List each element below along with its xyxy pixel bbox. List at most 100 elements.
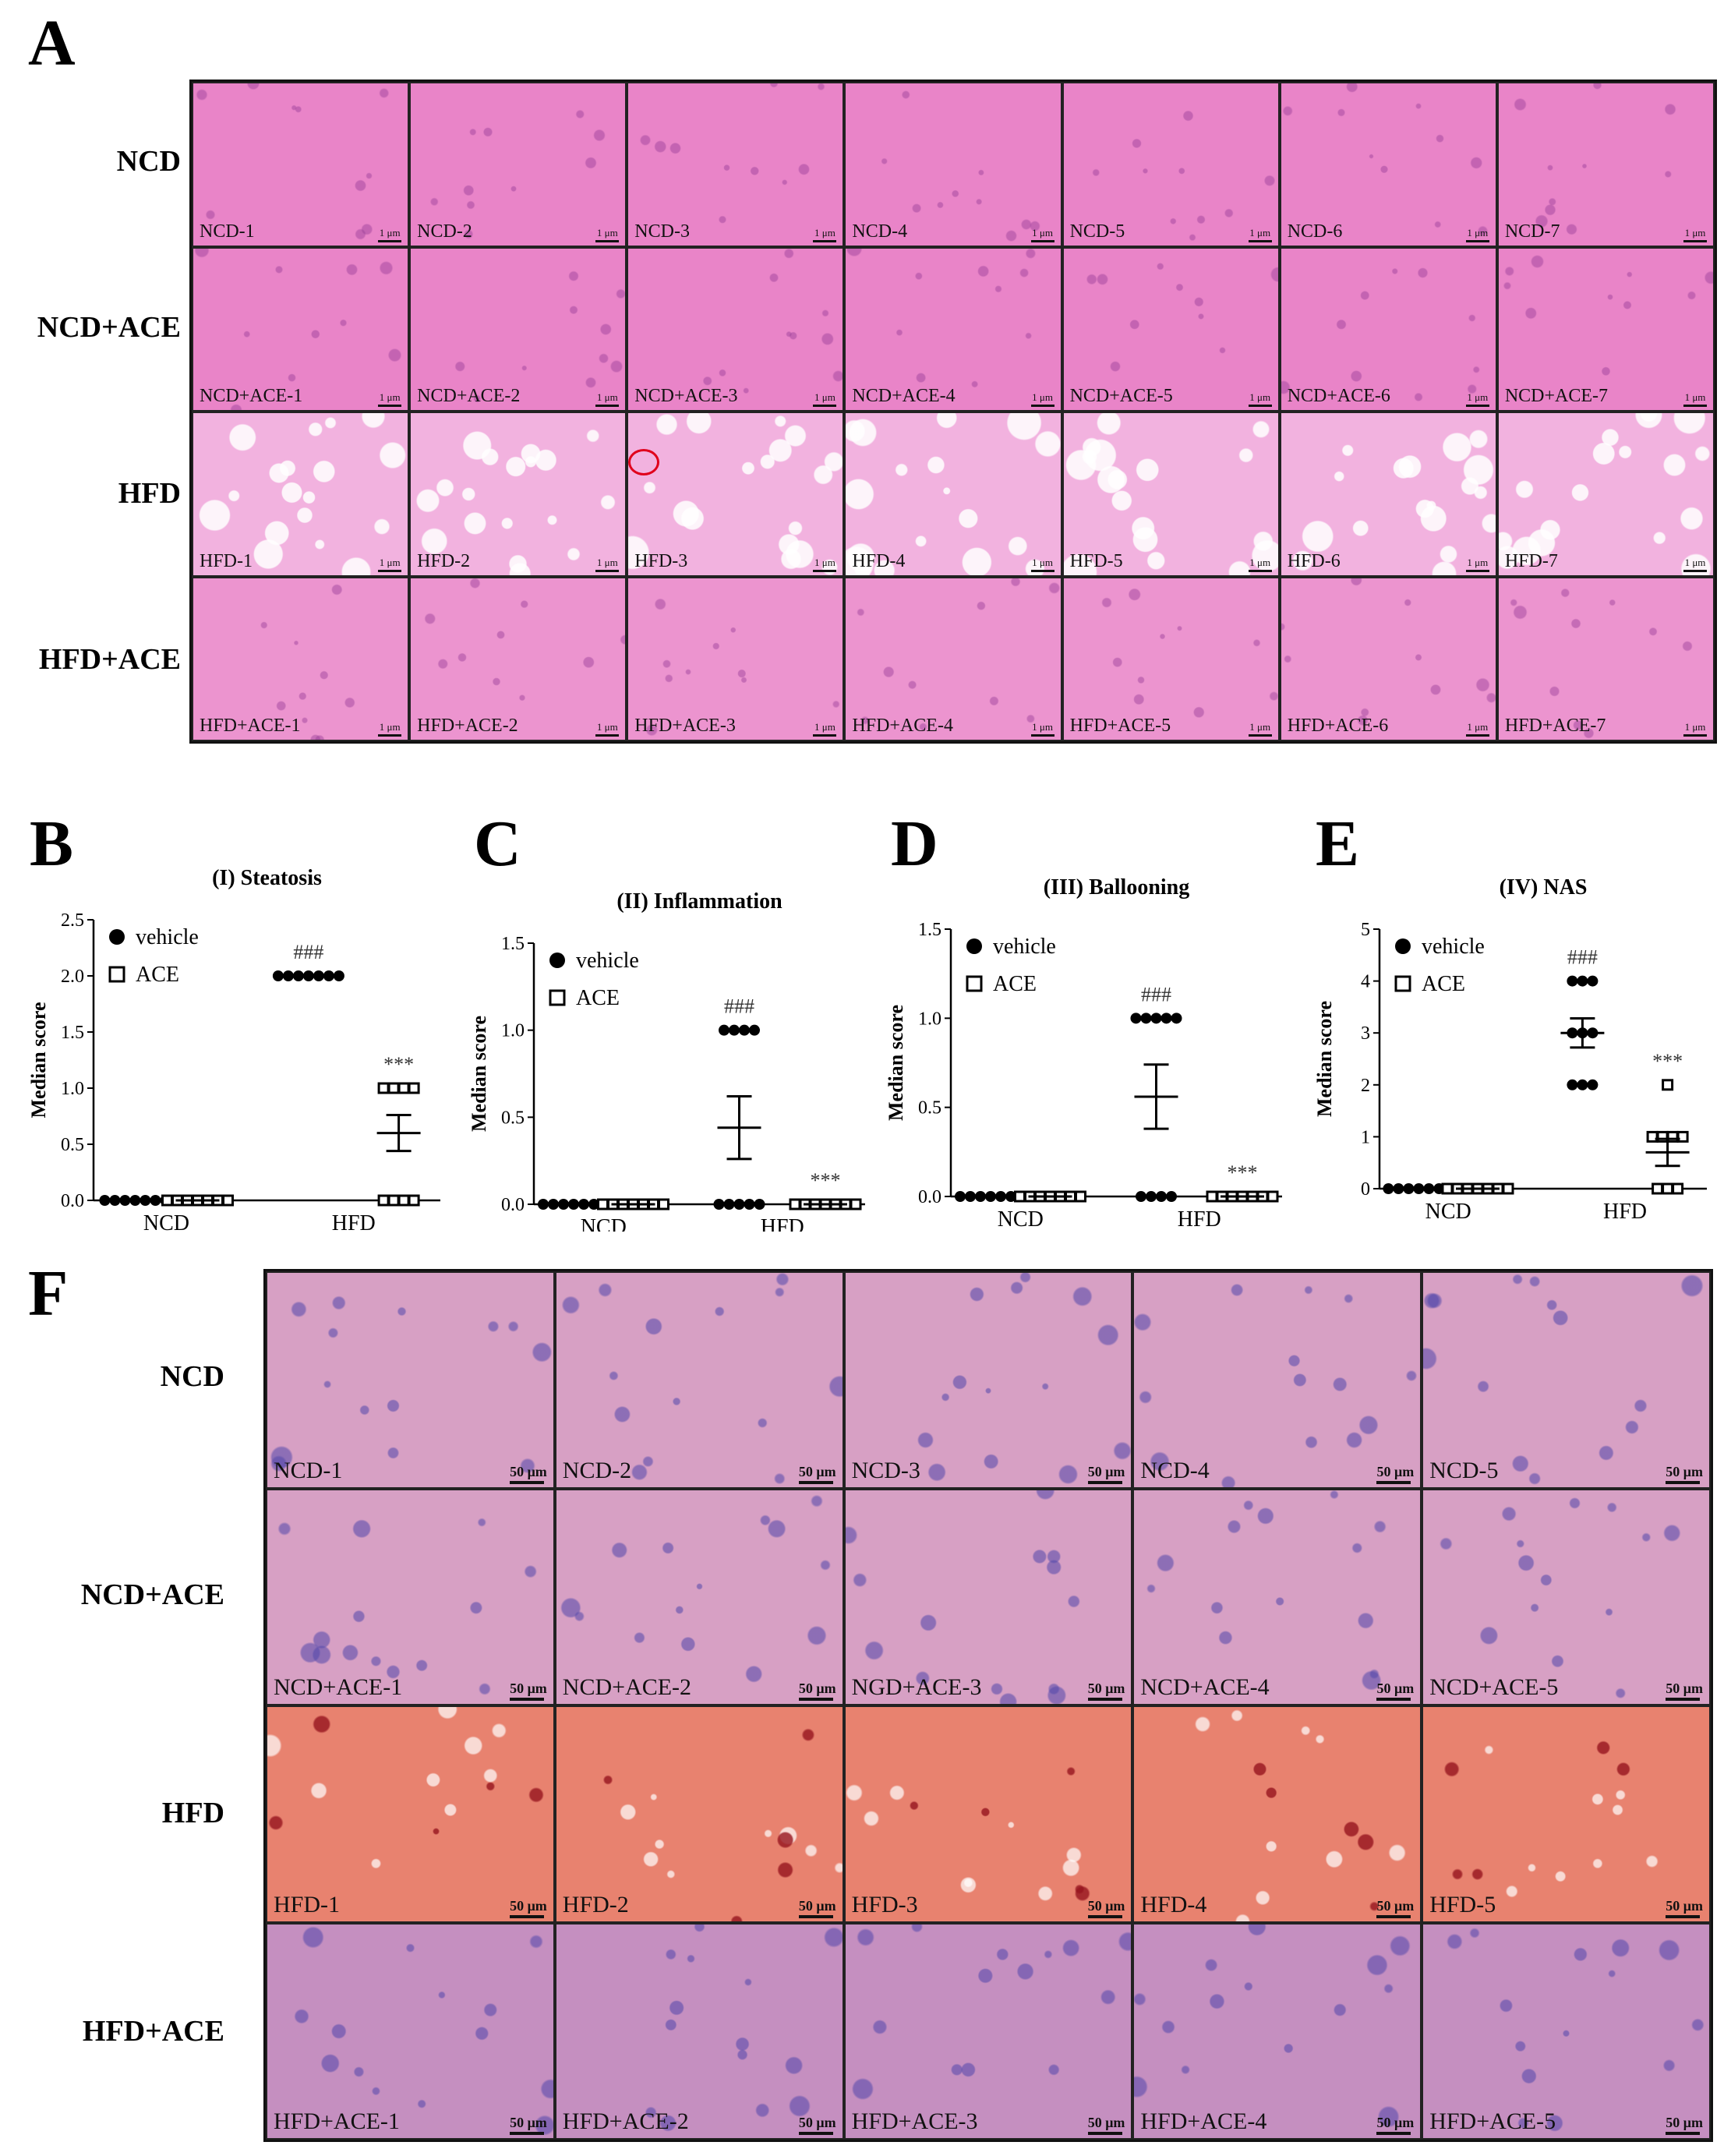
y-tick-label: 4 [1361,972,1370,992]
y-axis-label: Median score [27,1002,50,1119]
tile-caption: HFD-6 [1287,550,1341,571]
data-point-ace [377,1082,390,1094]
micrograph-tile: HFD+ACE-5 1 μm [1062,576,1280,741]
data-point-vehicle [744,1199,755,1210]
data-point-vehicle [955,1191,966,1202]
scale-bar: 1 μm [1030,721,1054,737]
legend-label: vehicle [136,925,199,949]
micrograph-tile: NCD+ACE-2 1 μm [409,246,627,412]
highlight-circle [628,449,660,475]
scale-bar: 1 μm [1030,391,1054,407]
tile-caption: HFD-1 [274,1891,341,1917]
scale-bar: 50 μm [1087,1898,1125,1918]
tile-caption: HFD-4 [852,550,906,571]
significance-label: ### [1567,946,1598,969]
x-category-label: NCD [1425,1200,1471,1224]
tile-caption: HFD-1 [200,550,253,571]
scale-bar: 50 μm [798,1681,836,1701]
data-point-vehicle [1166,1191,1177,1202]
scale-bar: 1 μm [1683,227,1707,242]
panel-f-letter: F [28,1257,69,1330]
significance-label: ### [293,941,323,963]
legend-marker-vehicle [1395,938,1411,954]
micrograph-tile: HFD+ACE-4 50 μm [1132,1922,1422,2140]
tile-caption: HFD+ACE-3 [634,716,736,736]
x-category-label: HFD [1603,1200,1647,1224]
scale-bar: 50 μm [1376,1464,1414,1484]
scale-bar: 1 μm [1248,391,1272,407]
data-point-ace [1662,1182,1674,1195]
data-point-vehicle [733,1199,745,1210]
micrograph-tile: HFD+ACE-3 50 μm [843,1922,1133,2140]
data-point-vehicle [333,970,344,981]
tile-caption: NCD-6 [1287,221,1343,242]
data-point-vehicle [1150,1013,1162,1024]
data-point-ace [408,1082,420,1094]
micrograph-tile: HFD+ACE-1 50 μm [266,1922,555,2140]
micrograph-tile: HFD+ACE-3 1 μm [627,576,845,741]
data-point-vehicle [719,1024,729,1036]
chart-title: (III) Ballooning [1044,875,1190,900]
scale-bar: 1 μm [1030,227,1054,242]
y-tick-label: 2.5 [61,910,84,931]
legend-marker-vehicle [966,938,982,954]
y-tick-label: 0.0 [61,1191,84,1211]
x-category-label: HFD [761,1215,804,1232]
scale-bar: 1 μm [1248,557,1272,572]
data-point-ace [658,1198,669,1211]
micrograph-tile: NCD-5 1 μm [1062,82,1280,247]
scale-bar: 50 μm [798,1898,836,1918]
y-tick-label: 1 [1361,1127,1370,1147]
data-point-vehicle [1136,1191,1146,1202]
micrograph-tile: HFD+ACE-7 1 μm [1496,576,1715,741]
y-tick-label: 1.5 [501,934,525,954]
data-point-vehicle [1577,1079,1588,1090]
y-tick-label: 0.5 [501,1108,525,1128]
data-point-ace [222,1194,234,1207]
chart-title: (I) Steatosis [212,866,322,890]
micrograph-tile: HFD+ACE-4 1 μm [844,576,1062,741]
tile-caption: HFD-3 [851,1891,918,1917]
tile-caption: NCD-2 [562,1457,632,1483]
scale-bar: 1 μm [1683,721,1707,737]
tile-caption: NCD-1 [200,221,255,242]
scale-bar: 1 μm [813,227,837,242]
scale-bar: 1 μm [813,391,837,407]
panel-a-micrograph-grid: NCD-1 1 μm NCD-2 1 μm NCD-3 1 μm NCD-4 1 μm NCD-… [189,80,1717,744]
data-point-vehicle [1577,975,1588,987]
y-tick-label: 3 [1361,1023,1370,1044]
micrograph-tile: NCD-5 50 μm [1422,1271,1711,1489]
y-tick-label: 1.0 [501,1021,525,1041]
tile-caption: NCD-3 [634,221,690,242]
x-category-label: NCD [143,1211,189,1232]
row-label: NCD+ACE [80,1578,224,1611]
panel-letter: C [474,811,521,880]
legend-marker-ace [549,989,566,1006]
micrograph-tile: NCD+ACE-3 1 μm [627,246,845,412]
micrograph-tile: NCD+ACE-2 50 μm [554,1488,844,1705]
scale-bar: 1 μm [378,721,402,737]
tile-caption: HFD+ACE-1 [200,716,301,736]
data-point-ace [1266,1190,1279,1203]
data-point-vehicle [739,1024,750,1036]
data-point-vehicle [1156,1191,1167,1202]
scale-bar: 1 μm [378,227,402,242]
micrograph-tile: HFD-1 1 μm [192,412,410,577]
micrograph-tile: NCD+ACE-5 50 μm [1422,1488,1711,1705]
tile-caption: NCD-7 [1504,221,1560,242]
scale-bar: 50 μm [1087,2115,1125,2135]
data-point-ace [1666,1130,1679,1143]
tile-caption: NCD-3 [851,1457,920,1483]
scale-bar: 50 μm [1376,2115,1414,2135]
micrograph-tile: NCD-3 50 μm [843,1271,1133,1489]
micrograph-tile: NCD+ACE-1 50 μm [266,1488,555,1705]
micrograph-tile: NCD+ACE-4 50 μm [1132,1488,1422,1705]
data-point-vehicle [1160,1013,1172,1024]
micrograph-tile: HFD-6 1 μm [1279,412,1497,577]
tile-caption: HFD+ACE-2 [417,716,518,736]
scale-bar: 1 μm [1465,721,1489,737]
row-label: NCD [116,144,181,178]
tile-caption: NCD-2 [417,221,472,242]
tile-caption: HFD+ACE-5 [1429,2108,1556,2134]
micrograph-tile: HFD+ACE-6 1 μm [1279,576,1497,741]
